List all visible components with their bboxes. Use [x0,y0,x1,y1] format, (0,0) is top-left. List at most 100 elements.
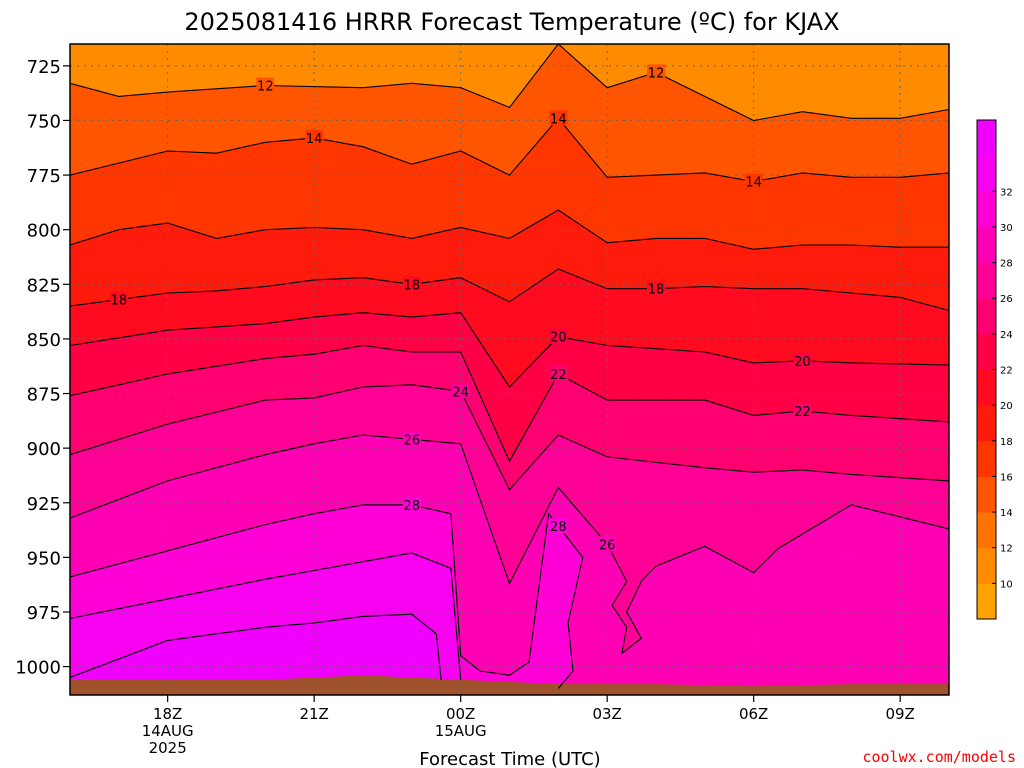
y-tick-label-900: 900 [27,439,61,460]
contour-label-14: 14 [550,112,567,127]
contour-28 [70,504,584,689]
y-axis: 725 750 775 800 825 850 875 900 925 950 975 1000 [15,57,70,679]
y-tick-label-1000: 1000 [15,658,61,679]
colorbar-label-24: 24 [1000,330,1013,341]
contour-label-bg-26 [598,536,617,552]
contour-label-28: 28 [550,520,567,535]
y-tick-label-800: 800 [27,221,61,242]
contour-label-bg-26 [402,431,421,447]
contour-label-18: 18 [648,283,665,298]
contour-label-22: 22 [550,368,567,383]
x-tick-label-18Z-1: 14AUG [142,722,194,740]
contour-label-bg-14 [549,110,568,126]
contour-14 [70,117,949,183]
colorbar-swatch-16 [977,440,996,477]
contour-label-18: 18 [111,294,128,309]
contour-lines [70,44,949,689]
contour-30 [70,552,462,680]
y-tick-label-825: 825 [27,275,61,296]
y-tick-label-875: 875 [27,385,61,406]
colorbar-label-12: 12 [1000,544,1013,555]
contour-16 [70,209,949,250]
contour-label-bg-12 [647,64,665,80]
contour-label-12: 12 [257,80,274,95]
ground-fill [70,675,949,695]
colorbar-swatch-8 [977,583,996,620]
colorbar-swatch-10 [977,547,996,584]
contour-label-bg-14 [744,173,763,189]
colorbar-label-32: 32 [1000,187,1013,198]
contour-20 [70,312,949,388]
y-tick-label-975: 975 [27,603,61,624]
x-tick-label-18Z-0: 18Z [153,705,182,723]
contour-labels: 12 12 14 14 14 18 18 18 20 20 22 22 24 26 26 28 28 [109,64,812,553]
contour-label-26: 26 [599,538,616,553]
contour-label-bg-18 [109,291,128,307]
colorbar-label-28: 28 [1000,259,1013,270]
colorbar-label-18: 18 [1000,437,1013,448]
x-tick-label-00Z-1: 15AUG [435,722,487,740]
fill-band-34 [70,614,442,695]
x-axis-title: Forecast Time (UTC) [419,749,600,768]
contour-label-18: 18 [404,278,421,293]
colorbar-label-20: 20 [1000,401,1013,412]
contour-label-22: 22 [794,405,811,420]
colorbar-label-14: 14 [1000,508,1013,519]
colorbar-swatch-26 [977,262,996,299]
contour-12 [70,44,949,122]
contour-label-20: 20 [550,331,567,346]
contour-24 [70,384,949,491]
contour-label-bg-28 [402,496,421,512]
plot-frame [69,43,950,696]
credit-text: coolwx.com/models [862,748,1016,766]
contour-label-bg-18 [647,280,665,296]
contour-label-bg-24 [451,383,470,399]
contour-label-26: 26 [404,433,421,448]
x-tick-label-18Z-2: 2025 [149,739,187,757]
contour-label-bg-22 [549,365,568,381]
colorbar-swatch-14 [977,476,996,513]
colorbar-swatch-22 [977,333,996,370]
x-tick-label-21Z-0: 21Z [299,705,328,723]
colorbar-label-16: 16 [1000,472,1013,483]
x-tick-label-09Z-0: 09Z [885,705,914,723]
contour-label-bg-20 [549,328,568,344]
y-tick-label-850: 850 [27,330,61,351]
contour-label-20: 20 [794,355,811,370]
y-tick-label-725: 725 [27,57,61,78]
contour-label-14: 14 [745,176,762,191]
colorbar-swatch-30 [977,191,996,228]
colorbar-swatch-12 [977,512,996,549]
temperature-fill [70,44,949,695]
y-tick-label-750: 750 [27,111,61,132]
ground-surface [70,675,949,695]
colorbar-label-22: 22 [1000,366,1013,377]
colorbar-swatch-28 [977,226,996,264]
y-tick-label-950: 950 [27,548,61,569]
colorbar-swatch-24 [977,298,996,335]
colorbar-swatch-20 [977,369,996,406]
contour-label-24: 24 [452,385,469,400]
contour-label-bg-14 [305,129,324,145]
colorbar-label-10: 10 [1000,579,1013,590]
y-tick-label-775: 775 [27,166,61,187]
x-tick-label-06Z-0: 06Z [739,705,768,723]
contour-label-28: 28 [404,499,421,514]
colorbar: 10 12 14 16 18 20 22 24 26 28 30 32 [976,119,1013,620]
contour-label-bg-28 [549,518,568,534]
contour-label-12: 12 [648,66,665,81]
colorbar-swatch-18 [977,405,996,442]
chart-title: 2025081416 HRRR Forecast Temperature (ºC… [184,8,839,36]
contour-label-bg-20 [793,352,812,368]
colorbar-swatch-32 [977,155,996,192]
contour-26 [70,434,949,655]
colorbar-label-30: 30 [1000,223,1013,234]
x-tick-label-03Z-0: 03Z [592,705,621,723]
contour-18 [70,268,949,312]
contour-label-14: 14 [306,132,323,147]
colorbar-label-26: 26 [1000,294,1013,305]
contour-label-bg-18 [402,276,421,292]
contour-22 [70,344,949,463]
